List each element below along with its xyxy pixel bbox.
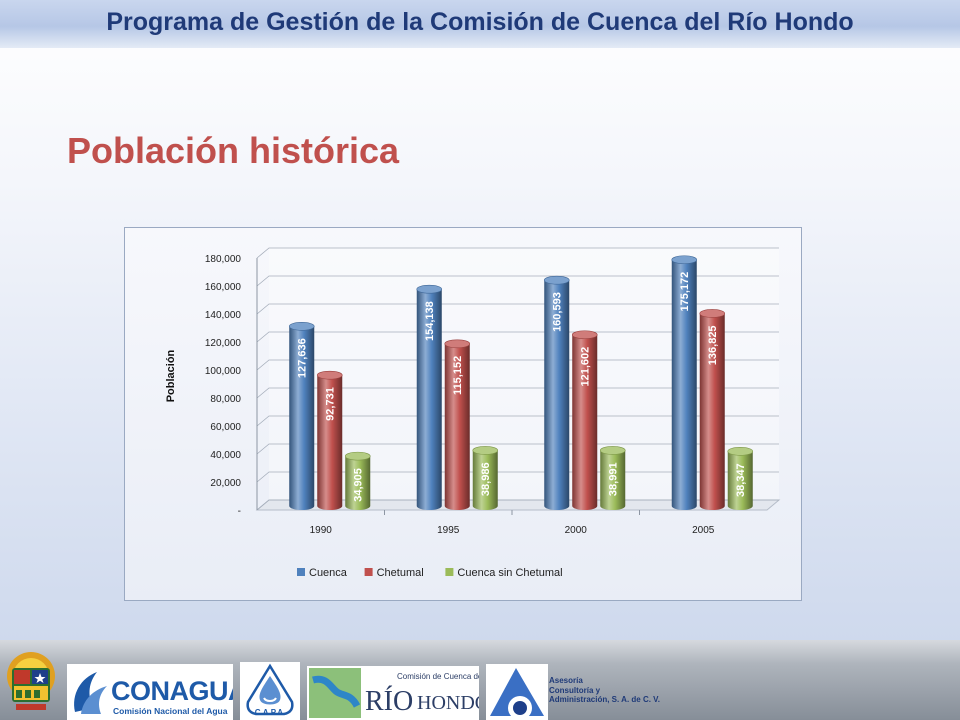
rio-text: RÍO (365, 686, 414, 717)
bar-cuenca-1995 (416, 289, 442, 510)
data-label: 154,138 (424, 301, 436, 341)
gridline (256, 275, 779, 287)
data-label: 34,905 (353, 468, 365, 502)
asesoria-triangle-icon (490, 668, 544, 720)
bar-top (727, 447, 754, 456)
y-axis-label: Población (165, 349, 177, 402)
conagua-name: CONAGUA (111, 676, 233, 706)
capa-name: C.A.P.A. (254, 708, 286, 717)
y-tick-label: 120,000 (205, 338, 242, 349)
data-label: 115,152 (452, 356, 464, 395)
bar-top (344, 451, 371, 461)
state-emblem-icon (7, 652, 55, 710)
bar-chetumal-1995 (444, 343, 470, 510)
gridline (256, 247, 779, 259)
bar-cuenca-sin-chetumal-1990 (345, 456, 371, 510)
data-label: 127,636 (297, 338, 309, 378)
bar-top (543, 275, 570, 285)
asesoria-text: Asesoría Consultoría y Administración, S… (549, 676, 660, 705)
bar-top (416, 284, 443, 294)
rio-hondo-logo: Comisión de Cuenca del RÍO HONDO (307, 666, 479, 720)
conagua-wave-icon (74, 672, 107, 714)
hondo-text: HONDO (417, 692, 479, 714)
y-tick-label: - (238, 506, 241, 517)
y-tick-label: 100,000 (205, 366, 242, 377)
gridline (256, 387, 779, 399)
bar-cuenca-2000 (544, 280, 570, 510)
bar-top (316, 370, 343, 380)
legend-entry: Cuenca (309, 567, 348, 579)
bar-top (699, 309, 726, 318)
x-tick-label: 1995 (437, 525, 460, 536)
chart-frame: - 20,000 40,000 60,000 80,000 100,000 120,000 1… (124, 227, 802, 601)
bar-top (444, 339, 471, 349)
bar-chetumal-2005 (699, 313, 725, 510)
capa-logo: C.A.P.A. (240, 662, 300, 720)
state-emblem-logo (2, 646, 60, 718)
bar-chetumal-1990 (317, 375, 343, 510)
gridline (256, 331, 779, 343)
data-label: 38,986 (480, 462, 492, 496)
x-tick-label: 1990 (310, 525, 333, 536)
conagua-subtitle: Comisión Nacional del Agua (113, 706, 228, 716)
data-label: 121,602 (580, 347, 592, 387)
data-label: 175,172 (679, 272, 691, 312)
asesoria-line-1: Asesoría (549, 676, 583, 685)
x-tick-label: 2005 (692, 525, 715, 536)
y-tick-label: 180,000 (205, 254, 242, 265)
asesoria-logo (486, 664, 548, 720)
y-tick-label: 80,000 (210, 394, 241, 405)
legend-swatch-2 (445, 568, 454, 576)
bar-cuenca-2005 (671, 259, 697, 510)
data-label: 160,593 (552, 292, 564, 332)
header-bar (0, 0, 960, 48)
y-tick-label: 40,000 (210, 450, 241, 461)
bar-cuenca-1990 (289, 326, 315, 510)
y-tick-label: 20,000 (210, 478, 241, 489)
data-label: 92,731 (325, 387, 337, 421)
comision-text: Comisión de Cuenca del (397, 672, 479, 681)
gridline (256, 303, 779, 315)
data-label: 136,825 (707, 325, 719, 365)
conagua-logo: CONAGUA Comisión Nacional del Agua (67, 664, 233, 720)
bar-top (288, 322, 315, 331)
chart-back-wall (269, 248, 779, 500)
legend-swatch-0 (297, 568, 305, 576)
section-title: Población histórica (67, 130, 400, 171)
y-tick-label: 60,000 (210, 422, 241, 433)
bar-chetumal-2000 (572, 334, 598, 510)
legend-entry: Cuenca sin Chetumal (457, 567, 562, 579)
bar-cuenca-sin-chetumal-1995 (472, 450, 498, 510)
bar-cuenca-sin-chetumal-2000 (600, 450, 626, 510)
bar-cuenca-sin-chetumal-2005 (727, 451, 753, 510)
population-chart: - 20,000 40,000 60,000 80,000 100,000 120,000 1… (165, 247, 781, 579)
bar-top (671, 255, 698, 265)
data-label: 38,347 (735, 463, 747, 497)
legend-swatch-1 (364, 568, 373, 576)
x-tick-label: 2000 (565, 525, 588, 536)
page-title: Programa de Gestión de la Comisión de Cu… (106, 8, 854, 36)
y-tick-label: 140,000 (205, 310, 242, 321)
bar-top (571, 330, 598, 340)
gridline (256, 359, 779, 371)
bar-top (472, 446, 499, 455)
data-label: 38,991 (608, 462, 620, 496)
legend-entry: Chetumal (377, 567, 424, 579)
capa-drop-icon (246, 663, 294, 716)
gridline (256, 443, 779, 455)
bar-top (599, 446, 626, 455)
river-icon (309, 668, 361, 718)
asesoria-line-3: Administración, S. A. de C. V. (549, 695, 660, 704)
y-tick-label: 160,000 (205, 282, 242, 293)
asesoria-line-2: Consultoría y (549, 685, 601, 695)
gridline (256, 415, 779, 427)
